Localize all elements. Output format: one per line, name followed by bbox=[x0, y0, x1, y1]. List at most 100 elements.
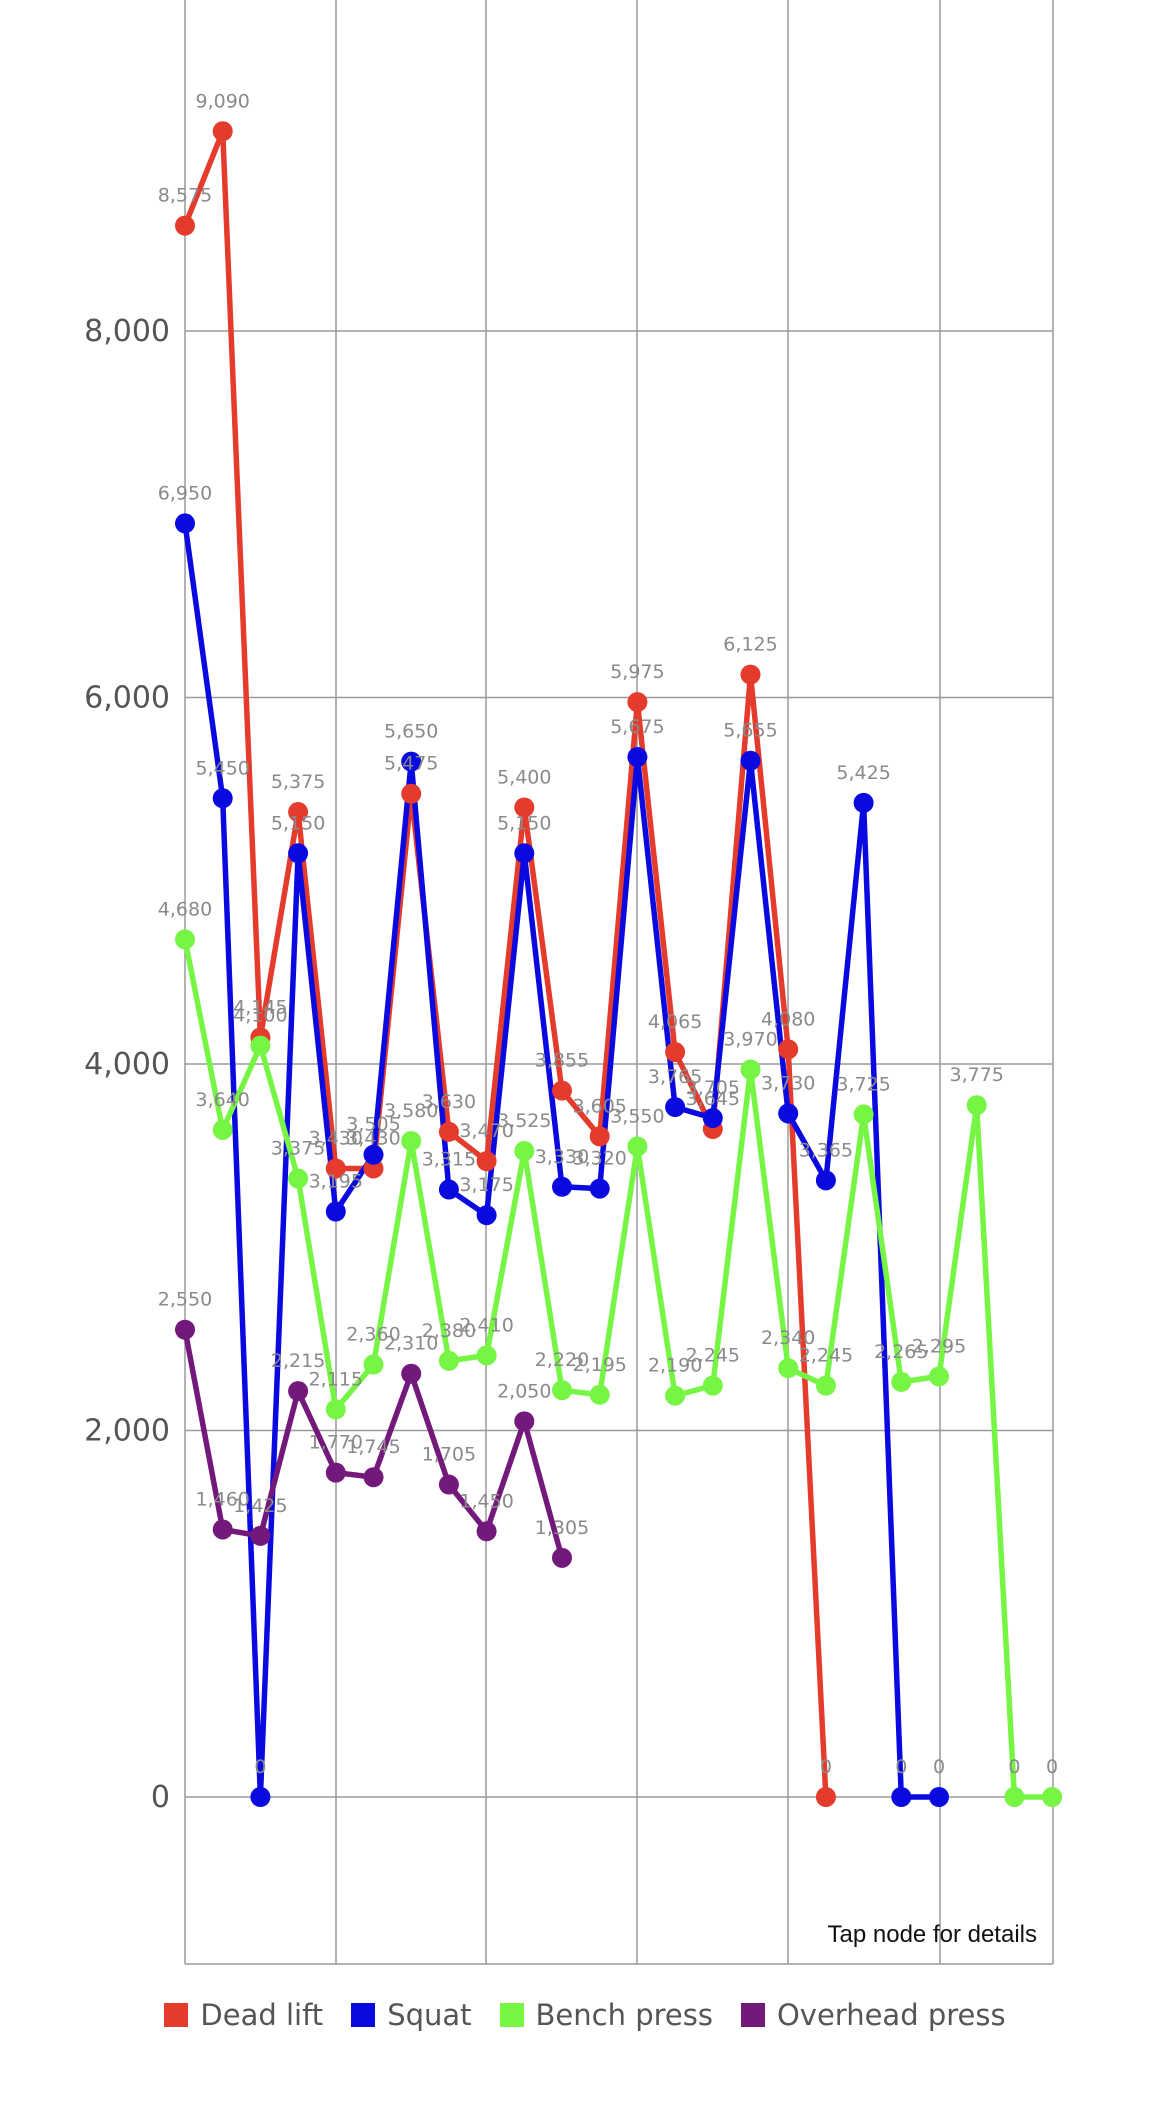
data-label-dead-lift: 8,575 bbox=[158, 185, 212, 207]
data-label-overhead-press: 1,770 bbox=[309, 1432, 363, 1454]
data-label-bench-press: 2,195 bbox=[572, 1354, 626, 1376]
data-label-dead-lift: 4,065 bbox=[648, 1011, 702, 1033]
data-label-bench-press: 2,360 bbox=[346, 1324, 400, 1346]
data-point-squat bbox=[552, 1176, 572, 1197]
data-label-bench-press: 2,340 bbox=[761, 1327, 815, 1349]
data-label-squat: 5,655 bbox=[723, 720, 777, 742]
data-label-bench-press: 3,725 bbox=[836, 1073, 890, 1095]
data-point-overhead-press bbox=[401, 1363, 422, 1384]
data-label-bench-press: 2,190 bbox=[648, 1355, 702, 1377]
data-label-dead-lift: 3,645 bbox=[686, 1088, 740, 1110]
data-point-dead-lift bbox=[401, 783, 422, 804]
data-label-dead-lift: 5,975 bbox=[610, 661, 664, 683]
data-label-bench-press: 2,245 bbox=[799, 1345, 853, 1367]
legend-swatch bbox=[164, 2003, 189, 2027]
data-point-bench-press bbox=[740, 1059, 761, 1080]
data-point-overhead-press bbox=[552, 1547, 572, 1568]
data-point-overhead-press bbox=[325, 1462, 346, 1483]
legend-item-squat[interactable]: Squat bbox=[351, 1998, 472, 2032]
data-label-overhead-press: 1,305 bbox=[535, 1517, 589, 1539]
data-label-dead-lift: 9,090 bbox=[195, 90, 249, 112]
data-point-dead-lift bbox=[212, 121, 233, 142]
data-label-squat: 6,950 bbox=[158, 482, 212, 504]
data-point-dead-lift bbox=[514, 797, 535, 818]
data-label-overhead-press: 2,550 bbox=[158, 1289, 212, 1311]
data-point-dead-lift bbox=[438, 1121, 459, 1142]
data-point-squat bbox=[853, 792, 874, 813]
legend-item-dead-lift[interactable]: Dead lift bbox=[164, 1998, 323, 2032]
data-label-bench-press: 4,680 bbox=[158, 898, 212, 920]
legend: Dead lift Squat Bench press Overhead press bbox=[0, 1998, 1170, 2032]
data-label-squat: 5,650 bbox=[384, 721, 438, 743]
data-label-overhead-press: 1,460 bbox=[195, 1488, 249, 1510]
data-label-squat: 3,730 bbox=[761, 1072, 815, 1094]
data-label-dead-lift: 3,630 bbox=[422, 1091, 476, 1113]
data-point-squat bbox=[891, 1787, 912, 1807]
data-label-bench-press: 0 bbox=[1046, 1756, 1058, 1778]
line-chart: 0 2,000 4,000 6,000 8,000 8,575 9,090 4,145 5,3… bbox=[84, 0, 1063, 1965]
data-label-bench-press: 2,410 bbox=[459, 1314, 513, 1336]
data-label-dead-lift: 3,855 bbox=[535, 1050, 589, 1072]
data-point-squat bbox=[702, 1108, 723, 1129]
data-point-overhead-press bbox=[212, 1519, 233, 1540]
data-label-squat: 3,315 bbox=[422, 1149, 476, 1171]
data-point-bench-press bbox=[702, 1375, 723, 1396]
data-label-bench-press: 3,640 bbox=[195, 1089, 249, 1111]
data-point-overhead-press bbox=[438, 1474, 459, 1495]
data-label-dead-lift: 4,080 bbox=[761, 1008, 815, 1030]
data-label-squat: 0 bbox=[254, 1756, 266, 1778]
data-point-dead-lift bbox=[627, 692, 648, 713]
data-label-bench-press: 3,375 bbox=[271, 1138, 325, 1160]
data-label-squat: 5,675 bbox=[610, 716, 664, 738]
data-point-dead-lift bbox=[288, 802, 309, 823]
legend-item-overhead-press[interactable]: Overhead press bbox=[740, 1998, 1006, 2032]
data-label-squat: 3,330 bbox=[535, 1146, 589, 1168]
legend-label: Bench press bbox=[535, 1998, 713, 2032]
data-point-squat bbox=[438, 1179, 459, 1200]
data-label-squat: 0 bbox=[933, 1756, 945, 1778]
data-label-bench-press: 2,380 bbox=[422, 1320, 476, 1342]
data-label-bench-press: 3,580 bbox=[384, 1100, 438, 1122]
data-label-dead-lift: 5,400 bbox=[497, 766, 551, 788]
data-label-bench-press: 3,550 bbox=[610, 1105, 664, 1127]
data-point-bench-press bbox=[966, 1095, 987, 1116]
data-point-bench-press bbox=[1004, 1787, 1025, 1807]
data-label-overhead-press: 1,425 bbox=[233, 1495, 287, 1517]
data-label-squat: 5,425 bbox=[836, 762, 890, 784]
data-label-bench-press: 3,970 bbox=[723, 1028, 777, 1050]
data-point-dead-lift bbox=[665, 1042, 686, 1063]
data-label-bench-press: 0 bbox=[1008, 1756, 1020, 1778]
data-point-bench-press bbox=[363, 1354, 384, 1375]
data-label-dead-lift: 0 bbox=[820, 1756, 832, 1778]
data-label-squat: 3,195 bbox=[309, 1171, 363, 1193]
data-label-squat: 3,175 bbox=[459, 1174, 513, 1196]
data-point-squat bbox=[815, 1170, 836, 1191]
data-label-squat: 0 bbox=[895, 1756, 907, 1778]
data-point-squat bbox=[665, 1097, 686, 1118]
data-label-squat: 5,450 bbox=[195, 757, 249, 779]
data-point-squat bbox=[627, 747, 648, 768]
data-point-squat bbox=[589, 1178, 610, 1199]
data-label-dead-lift: 3,430 bbox=[346, 1127, 400, 1149]
data-point-bench-press bbox=[665, 1385, 686, 1406]
legend-swatch bbox=[351, 2003, 376, 2027]
legend-swatch bbox=[499, 2003, 524, 2027]
data-point-overhead-press bbox=[514, 1411, 535, 1432]
data-label-overhead-press: 2,310 bbox=[384, 1333, 438, 1355]
legend-item-bench-press[interactable]: Bench press bbox=[499, 1998, 713, 2032]
data-point-bench-press bbox=[514, 1141, 535, 1162]
data-label-dead-lift: 4,145 bbox=[233, 996, 287, 1018]
data-point-bench-press bbox=[288, 1168, 309, 1189]
data-label-dead-lift: 3,430 bbox=[309, 1127, 363, 1149]
y-tick-label: 4,000 bbox=[84, 1047, 170, 1082]
data-point-bench-press bbox=[401, 1130, 422, 1151]
data-label-squat: 3,505 bbox=[346, 1114, 400, 1136]
data-label-overhead-press: 1,745 bbox=[346, 1436, 400, 1458]
data-point-squat bbox=[175, 513, 195, 534]
data-point-dead-lift bbox=[552, 1080, 572, 1101]
data-label-overhead-press: 1,450 bbox=[459, 1490, 513, 1512]
data-label-squat: 5,150 bbox=[271, 812, 325, 834]
data-point-squat bbox=[288, 843, 309, 864]
data-label-squat: 5,150 bbox=[497, 812, 551, 834]
